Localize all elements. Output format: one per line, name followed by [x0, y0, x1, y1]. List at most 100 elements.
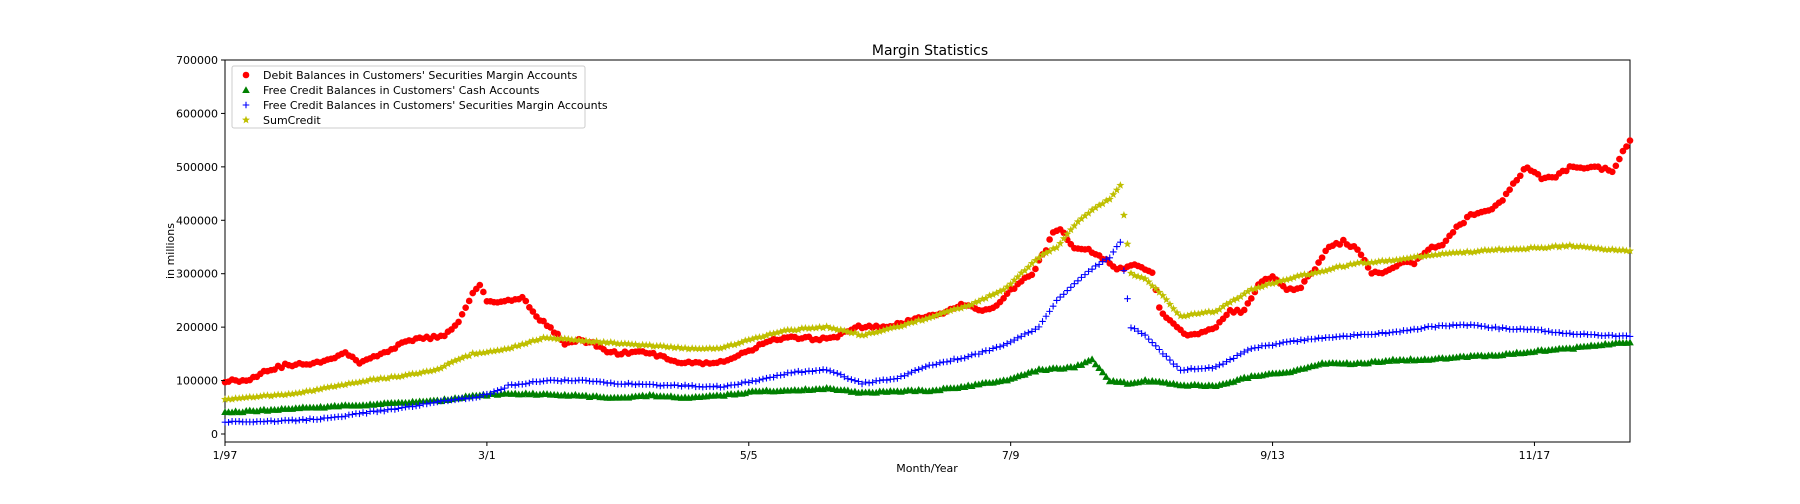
data-point [1374, 257, 1383, 265]
series-2 [221, 238, 1634, 426]
data-point [607, 379, 615, 387]
data-point [592, 337, 601, 345]
data-point [1099, 258, 1106, 265]
data-point [1226, 356, 1234, 363]
data-point [1102, 372, 1111, 380]
data-point [922, 363, 930, 371]
data-point [1137, 273, 1146, 281]
data-point [1257, 282, 1266, 291]
data-point [296, 416, 303, 424]
data-point [1548, 242, 1557, 251]
data-point [1463, 322, 1471, 329]
data-point [1513, 176, 1521, 184]
data-point [1381, 257, 1390, 265]
data-point [1609, 331, 1616, 339]
data-point [1027, 259, 1036, 267]
data-point [1156, 346, 1163, 353]
data-point [1159, 350, 1167, 358]
data-point [1626, 333, 1634, 340]
data-point [1329, 334, 1337, 341]
data-point [624, 339, 633, 348]
data-point [756, 376, 763, 384]
data-point [1512, 245, 1521, 253]
data-point [1591, 331, 1598, 338]
data-point [362, 376, 371, 385]
data-point [1254, 283, 1263, 291]
data-point [1091, 203, 1100, 212]
data-point [1088, 265, 1096, 273]
data-point [1250, 284, 1259, 293]
data-point [620, 339, 629, 347]
data-point [1173, 308, 1181, 317]
data-point [1145, 335, 1152, 343]
data-point [278, 417, 285, 425]
data-point [1565, 240, 1574, 249]
data-point [869, 379, 876, 386]
data-point [468, 348, 477, 357]
data-point [501, 384, 508, 392]
data-point [964, 301, 973, 310]
data-point [1066, 225, 1075, 234]
data-point [1134, 327, 1142, 335]
data-point [1297, 284, 1305, 292]
data-point [1063, 229, 1072, 238]
data-point [458, 310, 466, 318]
data-point [657, 382, 664, 390]
data-point [500, 344, 509, 353]
data-point [462, 395, 469, 403]
data-point [302, 387, 311, 395]
data-point [848, 376, 855, 383]
data-point [373, 408, 381, 416]
data-point [1194, 309, 1203, 318]
data-point [1098, 368, 1107, 376]
data-point [1446, 322, 1453, 330]
data-point [1449, 321, 1457, 329]
data-point [1233, 352, 1241, 359]
data-point [1616, 155, 1623, 163]
data-point [394, 372, 403, 381]
data-point [1021, 370, 1029, 378]
data-point [1336, 333, 1344, 341]
data-point [454, 355, 463, 363]
data-point [1190, 309, 1199, 318]
data-point [978, 294, 987, 303]
data-point [1392, 255, 1401, 264]
data-point [377, 406, 385, 414]
data-point [1141, 331, 1149, 339]
data-point [486, 347, 495, 355]
x-tick-label: 3/1 [478, 449, 496, 462]
data-point [737, 338, 746, 346]
data-point [458, 353, 467, 362]
data-point [1049, 302, 1057, 310]
data-point [401, 371, 410, 379]
data-point [430, 399, 438, 406]
data-point [730, 340, 739, 349]
data-point [1488, 324, 1496, 332]
data-point [826, 367, 834, 375]
data-point [1282, 275, 1291, 284]
data-point [1010, 336, 1018, 344]
data-point [536, 378, 544, 386]
data-point [1353, 258, 1362, 267]
data-point [1152, 342, 1160, 350]
data-point [621, 380, 629, 388]
data-point [1148, 339, 1156, 346]
data-point [957, 304, 966, 312]
data-point [1534, 171, 1542, 178]
data-point [1013, 272, 1022, 281]
data-point [979, 348, 986, 356]
data-point [554, 377, 561, 384]
data-point [716, 344, 725, 352]
data-point [511, 381, 519, 389]
data-point [574, 335, 583, 344]
data-point [681, 343, 690, 352]
data-point [935, 309, 944, 318]
data-point [469, 394, 477, 402]
data-point [1371, 331, 1379, 338]
data-point [451, 356, 460, 365]
data-point [843, 327, 852, 336]
data-point [996, 287, 1005, 295]
data-point [858, 331, 867, 339]
data-point [349, 411, 356, 418]
data-point [242, 101, 250, 109]
